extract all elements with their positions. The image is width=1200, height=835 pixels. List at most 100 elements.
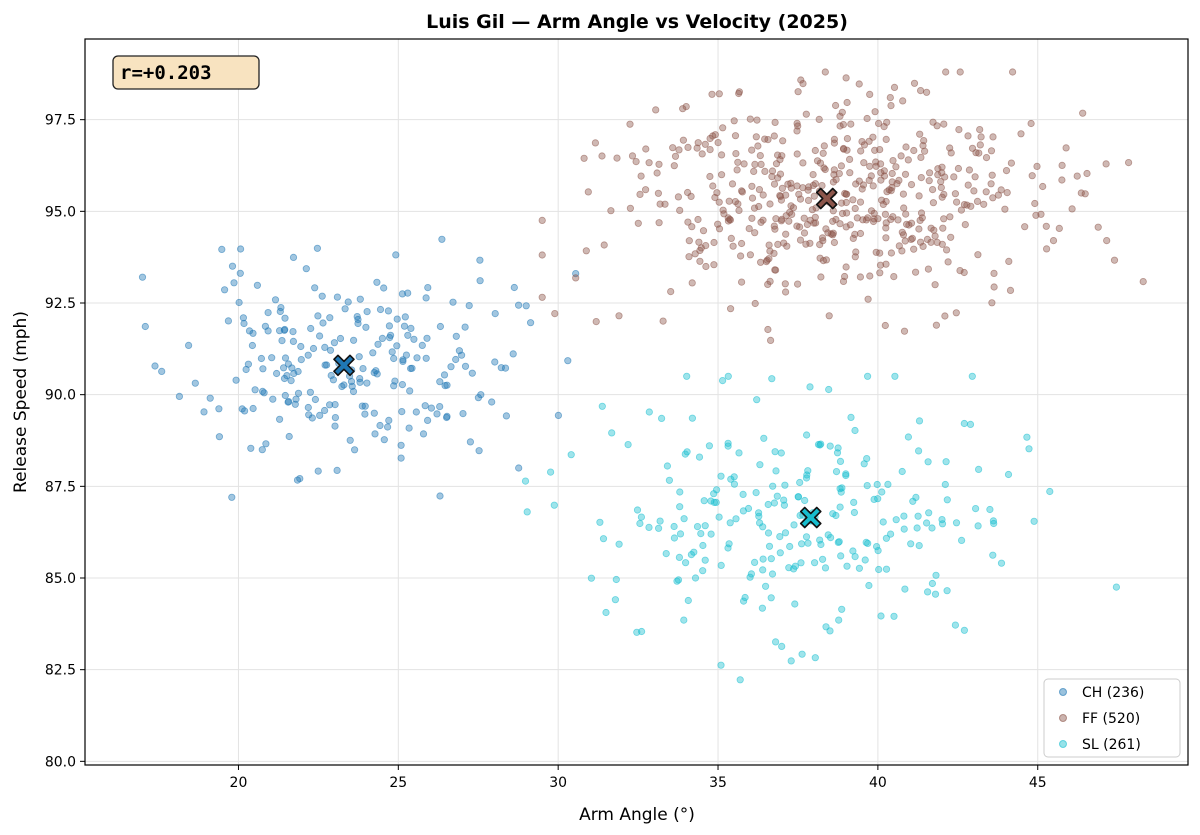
point-ff (975, 149, 983, 157)
point-ch (370, 409, 378, 417)
point-ff (1027, 119, 1035, 128)
point-ch (313, 244, 321, 252)
point-ch (476, 277, 484, 285)
point-ff (811, 213, 819, 221)
point-sl (997, 559, 1006, 567)
point-sl (863, 481, 871, 490)
point-ff (726, 215, 734, 223)
point-ch (158, 367, 166, 375)
point-ff (916, 238, 925, 246)
point-sl (847, 413, 855, 421)
point-sl (637, 513, 646, 521)
point-ff (901, 237, 909, 245)
point-sl (900, 525, 908, 533)
point-sl (683, 372, 691, 380)
point-sl (931, 590, 940, 598)
point-sl (767, 555, 775, 563)
point-ch (459, 409, 467, 418)
point-sl (851, 426, 859, 435)
point-sl (826, 533, 835, 542)
point-ff (793, 119, 801, 128)
point-sl (796, 478, 804, 487)
point-ff (770, 132, 778, 140)
point-ff (793, 280, 802, 288)
point-sl (923, 588, 932, 596)
point-ff (538, 216, 546, 224)
point-ff (836, 112, 844, 120)
point-ff (731, 198, 740, 206)
point-sl (608, 429, 616, 437)
point-ff (888, 169, 896, 178)
point-ff (835, 170, 843, 178)
point-ff (582, 247, 590, 255)
point-ff (706, 146, 714, 154)
point-ff (900, 204, 908, 212)
point-ch (261, 322, 269, 330)
point-ch (228, 262, 237, 270)
point-ff (766, 336, 775, 344)
point-ff (938, 163, 946, 171)
point-ff (837, 199, 846, 207)
point-ff (764, 325, 772, 334)
point-ff (934, 171, 942, 179)
point-ff (822, 225, 830, 233)
point-sl (739, 507, 748, 515)
point-ff (659, 317, 667, 325)
point-sl (730, 473, 738, 481)
point-ch (215, 433, 223, 441)
point-sl (966, 420, 975, 428)
point-ff (880, 167, 888, 175)
point-ff (934, 165, 942, 173)
point-ff (976, 126, 984, 134)
point-sl (802, 431, 811, 439)
point-ff (632, 158, 640, 166)
point-ff (889, 157, 897, 165)
point-sl (674, 576, 683, 584)
point-ch (232, 376, 240, 384)
point-ch (449, 298, 457, 306)
point-ff (946, 213, 954, 221)
point-sl (724, 372, 732, 380)
grid (85, 39, 1188, 765)
point-ch (392, 251, 400, 259)
point-ff (676, 206, 684, 214)
point-sl (802, 533, 811, 541)
point-sl (676, 530, 685, 538)
point-ff (851, 253, 859, 261)
point-ch (307, 324, 315, 333)
point-sl (636, 519, 644, 528)
point-ff (1039, 182, 1047, 191)
point-sl (797, 559, 805, 567)
point-ff (675, 146, 683, 154)
point-ch (138, 273, 147, 281)
point-ff (679, 105, 687, 113)
point-ff (811, 146, 819, 155)
point-ff (746, 251, 755, 259)
point-sl (654, 524, 663, 532)
point-sl (874, 546, 882, 555)
point-ch (326, 346, 335, 354)
point-ch (371, 430, 379, 438)
point-ff (942, 246, 951, 254)
point-sl (850, 508, 859, 517)
point-ff (822, 256, 831, 264)
point-ff (882, 234, 890, 242)
point-ff (893, 180, 901, 188)
point-sl (850, 498, 858, 506)
point-ch (358, 402, 366, 410)
point-ff (876, 269, 884, 277)
point-sl (864, 539, 872, 548)
point-ch (309, 344, 318, 353)
annotation-box (112, 55, 260, 90)
point-ff (667, 287, 675, 296)
point-ch (515, 464, 523, 472)
legend-box (1043, 678, 1181, 758)
centroid-marker-ch (333, 354, 355, 377)
point-sl (612, 575, 620, 584)
point-ch (384, 307, 392, 315)
point-ch (355, 353, 363, 361)
point-ff (735, 206, 743, 214)
point-sl (701, 522, 709, 530)
point-sl (752, 488, 760, 497)
point-ff (771, 118, 779, 127)
